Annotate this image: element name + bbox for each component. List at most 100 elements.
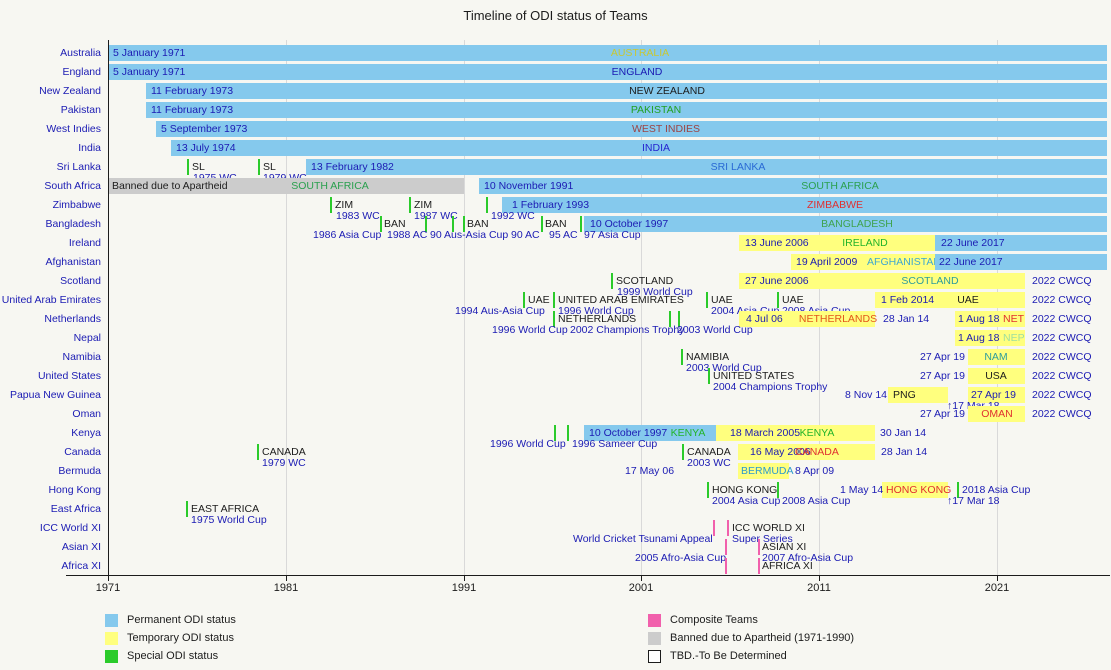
- event-tick: [681, 349, 683, 365]
- event-label: 8 Nov 14: [845, 389, 888, 401]
- row-label-india[interactable]: India: [78, 142, 101, 154]
- row-label-namibia[interactable]: Namibia: [62, 351, 101, 363]
- bar-label: 1 Aug 18: [958, 332, 1000, 344]
- event-label: ↑17 Mar 18: [947, 495, 1000, 507]
- event-tick: [758, 539, 760, 555]
- event-label: SL: [192, 161, 205, 173]
- row-label-east-africa[interactable]: East Africa: [50, 503, 101, 515]
- status-bar-permanent: [146, 102, 1107, 118]
- event-label: 27 Apr 19: [920, 370, 965, 382]
- bar-label: 22 June 2017: [939, 256, 1003, 268]
- event-label: 2018 Asia Cup: [962, 484, 1031, 496]
- event-label: 1999 World Cup: [617, 286, 693, 298]
- event-label: 2022 CWCQ: [1032, 294, 1092, 306]
- row-label-asian-xi[interactable]: Asian XI: [61, 541, 101, 553]
- event-label: UAE: [782, 294, 804, 306]
- event-label: BAN: [384, 218, 406, 230]
- event-label: 2022 CWCQ: [1032, 313, 1092, 325]
- row-label-kenya[interactable]: Kenya: [71, 427, 101, 439]
- event-tick: [186, 501, 188, 517]
- row-label-canada[interactable]: Canada: [64, 446, 101, 458]
- row-label-england[interactable]: England: [62, 66, 101, 78]
- row-label-bangladesh[interactable]: Bangladesh: [45, 218, 101, 230]
- bar-label: 4 Jul 06: [746, 313, 783, 325]
- row-label-new-zealand[interactable]: New Zealand: [39, 85, 101, 97]
- row-label-nepal[interactable]: Nepal: [73, 332, 101, 344]
- event-label: 2022 CWCQ: [1032, 351, 1092, 363]
- decade-gridline: [286, 40, 287, 575]
- event-label: 2022 CWCQ: [1032, 370, 1092, 382]
- legend-swatch-special: [105, 650, 118, 663]
- row-label-pakistan[interactable]: Pakistan: [60, 104, 101, 116]
- event-label: 2022 CWCQ: [1032, 408, 1092, 420]
- event-tick: [523, 292, 525, 308]
- event-tick: [727, 520, 729, 536]
- event-label: AFRICA XI: [762, 560, 813, 572]
- event-label: UAE: [528, 294, 550, 306]
- event-label: 2005 Afro-Asia Cup: [635, 552, 727, 564]
- legend-label-special: Special ODI status: [127, 650, 219, 662]
- event-tick: [713, 520, 715, 536]
- event-tick: [257, 444, 259, 460]
- bar-label: 1 Feb 2014: [881, 294, 935, 306]
- event-tick: [409, 197, 411, 213]
- row-label-afghanistan[interactable]: Afghanistan: [45, 256, 101, 268]
- decade-gridline: [819, 40, 820, 575]
- status-bar-temporary: [875, 292, 1025, 308]
- event-label: 28 Jan 14: [881, 446, 928, 458]
- status-bar-temporary: [955, 311, 1025, 327]
- bar-label: OMAN: [981, 408, 1013, 420]
- row-label-zimbabwe[interactable]: Zimbabwe: [52, 199, 101, 211]
- row-label-netherlands[interactable]: Netherlands: [44, 313, 101, 325]
- row-label-west-indies[interactable]: West Indies: [46, 123, 101, 135]
- event-label: 1996 World Cup: [490, 438, 566, 450]
- row-label-africa-xi[interactable]: Africa XI: [61, 560, 101, 572]
- row-label-scotland[interactable]: Scotland: [60, 275, 101, 287]
- row-label-united-states[interactable]: United States: [37, 370, 101, 382]
- axis-year-label: 1991: [451, 582, 477, 594]
- event-label: SCOTLAND: [616, 275, 674, 287]
- event-label: 1988 AC: [387, 229, 428, 241]
- row-label-ireland[interactable]: Ireland: [68, 237, 101, 249]
- bar-label: 13 June 2006: [745, 237, 809, 249]
- bar-label: USA: [985, 370, 1007, 382]
- status-bar-temporary: [955, 330, 1025, 346]
- event-tick: [425, 216, 427, 232]
- event-label: 1992 WC: [491, 210, 535, 222]
- row-label-australia[interactable]: Australia: [60, 47, 101, 59]
- row-label-united-arab-emirates[interactable]: United Arab Emirates: [1, 294, 101, 306]
- row-label-south-africa[interactable]: South Africa: [44, 180, 101, 192]
- bar-label: HONG KONG: [886, 484, 952, 496]
- bar-label: Banned due to Apartheid: [112, 180, 228, 192]
- legend-label-permanent: Permanent ODI status: [127, 614, 236, 626]
- event-label: World Cricket Tsunami Appeal: [573, 533, 713, 545]
- bar-label: SOUTH AFRICA: [801, 180, 879, 192]
- event-label: 27 Apr 19: [920, 408, 965, 420]
- bar-label: 13 February 1982: [311, 161, 394, 173]
- bar-label: CANADA: [795, 446, 839, 458]
- legend-label-temporary: Temporary ODI status: [127, 632, 234, 644]
- bar-label: 10 November 1991: [484, 180, 574, 192]
- event-tick: [758, 558, 760, 574]
- bar-label: NAM: [984, 351, 1008, 363]
- row-label-hong-kong[interactable]: Hong Kong: [48, 484, 101, 496]
- event-label: 1996 World Cup: [492, 324, 568, 336]
- bar-label: 18 March 2005: [730, 427, 801, 439]
- axis-year-label: 2001: [628, 582, 654, 594]
- y-axis-line: [108, 40, 109, 575]
- event-label: 30 Jan 14: [880, 427, 927, 439]
- row-label-icc-world-xi[interactable]: ICC World XI: [39, 522, 101, 534]
- row-label-sri-lanka[interactable]: Sri Lanka: [56, 161, 101, 173]
- row-label-oman[interactable]: Oman: [72, 408, 101, 420]
- page-title: Timeline of ODI status of Teams: [463, 8, 648, 23]
- event-tick: [463, 216, 465, 232]
- row-label-bermuda[interactable]: Bermuda: [58, 465, 101, 477]
- axis-year-label: 1971: [95, 582, 121, 594]
- event-label: 1996 World Cup: [558, 305, 634, 317]
- event-tick: [567, 425, 569, 441]
- event-label: 2003 WC: [687, 457, 731, 469]
- row-label-papua-new-guinea[interactable]: Papua New Guinea: [9, 389, 101, 401]
- event-label: ASIAN XI: [762, 541, 807, 553]
- event-label: NAMIBIA: [686, 351, 730, 363]
